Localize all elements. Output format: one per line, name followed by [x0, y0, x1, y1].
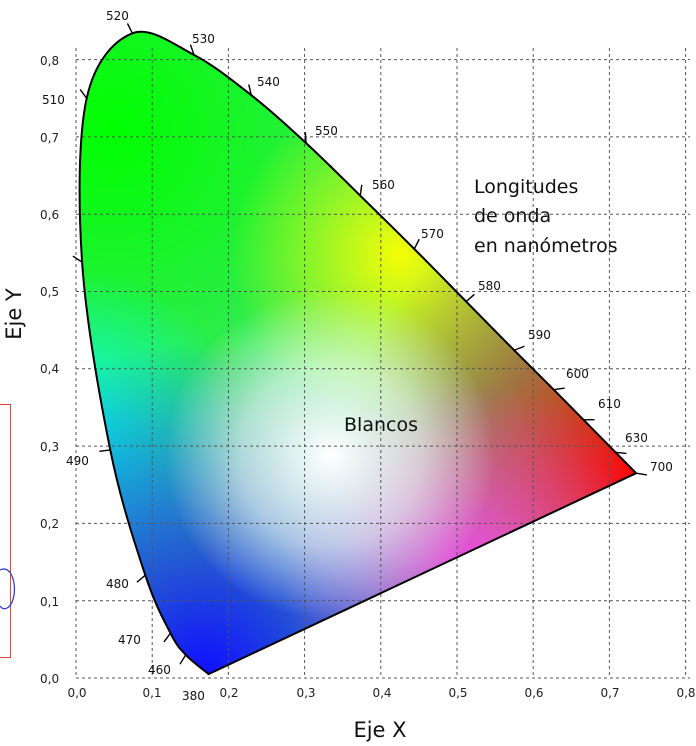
wavelength-tick-700 [635, 472, 648, 476]
wavelength-label: 490 [66, 454, 89, 468]
wavelength-label: 570 [421, 227, 444, 241]
y-tick-label: 0,2 [40, 517, 59, 531]
partial-blue-curve [0, 568, 15, 610]
wavelength-label: 560 [372, 178, 395, 192]
wavelength-tick-460 [179, 654, 187, 665]
partial-annotation-box [0, 404, 11, 658]
wavelength-label: 700 [650, 460, 673, 474]
wavelength-tick-470 [163, 632, 172, 643]
spectral-locus [78, 30, 638, 676]
x-tick-label: 0,8 [676, 686, 695, 700]
y-tick-label: 0,7 [40, 131, 59, 145]
wavelength-tick-550 [304, 132, 307, 144]
y-tick-label: 0,0 [40, 672, 59, 686]
x-tick-label: 0,5 [448, 686, 467, 700]
annotation-longitudes: Longitudes [474, 176, 578, 198]
wavelength-tick-520 [126, 23, 134, 34]
wavelength-label: 540 [257, 75, 280, 89]
wavelength-label: 550 [315, 124, 338, 138]
wavelength-tick-560 [359, 184, 363, 196]
annotation-de-onda: de onda [474, 205, 551, 227]
y-tick-label: 0,3 [40, 440, 59, 454]
wavelength-tick-630 [615, 451, 627, 455]
wavelength-tick-500 [72, 255, 83, 263]
wavelength-tick-490 [99, 449, 111, 453]
wavelength-label: 610 [598, 397, 621, 411]
y-axis-title: Eje Y [2, 288, 26, 340]
x-axis-title: Eje X [353, 718, 406, 742]
wavelength-tick-480 [136, 574, 146, 583]
x-tick-label: 0,3 [296, 686, 315, 700]
wavelength-label: 510 [42, 93, 65, 107]
y-tick-labels: 0,0 0,1 0,2 0,3 0,4 0,5 0,6 0,7 0,8 [40, 54, 59, 686]
grid [75, 48, 690, 679]
x-tick-labels: 0,0 0,1 0,2 0,3 0,4 0,5 0,6 0,7 0,8 [67, 686, 695, 700]
x-tick-label: 0,4 [372, 686, 391, 700]
wavelength-tick-590 [513, 345, 525, 351]
y-tick-label: 0,5 [40, 285, 59, 299]
y-tick-label: 0,8 [40, 54, 59, 68]
annotation-blancos: Blancos [344, 414, 418, 436]
wavelength-labels: 520 530 540 550 560 570 580 590 600 610 … [42, 9, 673, 703]
x-tick-label: 0,6 [524, 686, 543, 700]
y-tick-label: 0,1 [40, 595, 59, 609]
wavelength-label: 580 [478, 279, 501, 293]
wavelength-label: 480 [106, 577, 129, 591]
wavelength-tick-600 [553, 387, 565, 391]
wavelength-label: 530 [192, 32, 215, 46]
y-tick-label: 0,6 [40, 208, 59, 222]
wavelength-tick-510 [79, 88, 88, 99]
wavelength-tick-570 [413, 238, 420, 250]
wavelength-tick-marks [72, 23, 648, 665]
x-tick-label: 0,7 [600, 686, 619, 700]
wavelength-label: 520 [106, 9, 129, 23]
wavelength-label: 630 [625, 431, 648, 445]
wavelength-label: 590 [528, 328, 551, 342]
wavelength-label: 470 [118, 633, 141, 647]
wavelength-tick-580 [465, 293, 475, 303]
wavelength-label: 380 [182, 689, 205, 703]
wavelength-label: 460 [148, 663, 171, 677]
y-tick-label: 0,4 [40, 362, 59, 376]
x-tick-label: 0,1 [142, 686, 161, 700]
x-tick-label: 0,2 [219, 686, 238, 700]
wavelength-tick-540 [248, 84, 252, 96]
wavelength-tick-530 [189, 44, 195, 56]
annotation-en-nanometros: en nanómetros [474, 235, 618, 257]
wavelength-label: 600 [566, 367, 589, 381]
x-tick-label: 0,0 [67, 686, 86, 700]
